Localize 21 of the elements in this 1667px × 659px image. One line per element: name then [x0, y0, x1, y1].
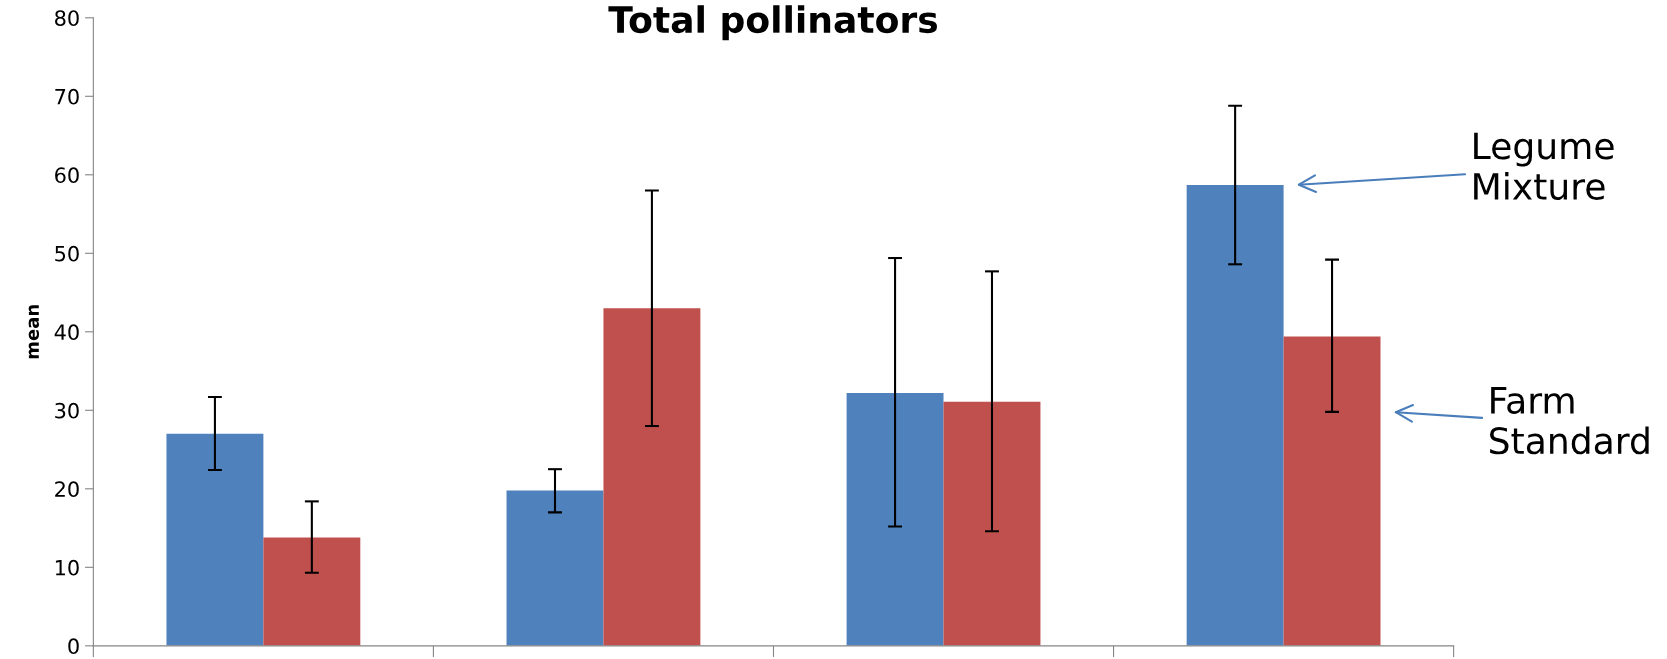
bar	[506, 490, 604, 646]
y-tick-label: 30	[55, 402, 79, 419]
y-tick-label: 70	[55, 88, 79, 105]
bar	[166, 433, 264, 646]
chart-title: Total pollinators	[608, 5, 938, 41]
y-tick-label: 40	[54, 324, 79, 341]
bar	[1283, 336, 1381, 646]
y-axis-title: mean	[28, 305, 40, 359]
bar	[943, 401, 1041, 646]
y-tick-label: 10	[55, 559, 79, 576]
text: Farm Standard	[1490, 387, 1649, 455]
bar	[846, 393, 944, 646]
bar	[1186, 185, 1284, 646]
bar	[603, 308, 701, 646]
bar	[263, 537, 361, 646]
text: Legume Mixture	[1474, 132, 1614, 200]
y-tick-label: 50	[55, 245, 79, 262]
y-tick-label: 80	[55, 10, 79, 26]
y-tick-label: 20	[55, 481, 79, 498]
y-tick-label: 0	[68, 638, 79, 655]
y-tick-label: 60	[55, 167, 79, 184]
